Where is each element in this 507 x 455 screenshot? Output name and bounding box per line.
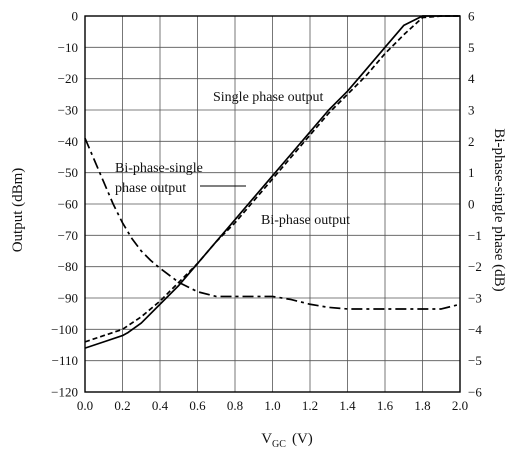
y-tick-label: −30 — [58, 103, 78, 118]
annotation-diff-line1: Bi-phase-single — [115, 161, 203, 176]
y2-tick-label: −3 — [468, 291, 482, 306]
x-axis-title-main: V — [261, 431, 272, 447]
y-tick-label: −110 — [52, 353, 78, 368]
y-tick-label: −40 — [58, 134, 78, 149]
y2-tick-label: −4 — [468, 322, 482, 337]
y2-tick-label: −5 — [468, 353, 482, 368]
y2-tick-label: 2 — [468, 134, 475, 149]
y2-tick-label: −6 — [468, 385, 482, 400]
x-tick-label: 2.0 — [452, 398, 468, 413]
y2-tick-label: 5 — [468, 40, 475, 55]
plot-frame — [84, 15, 461, 393]
y-tick-label: 0 — [72, 9, 79, 24]
y2-tick-label: 6 — [468, 9, 475, 24]
y2-tick-label: 3 — [468, 103, 475, 118]
series-line-bi-phase — [84, 15, 460, 343]
x-tick-label: 0.4 — [152, 398, 169, 413]
y-tick-label: −50 — [58, 165, 78, 180]
x-tick-label: 1.4 — [339, 398, 356, 413]
x-axis-title-unit: (V) — [292, 431, 313, 447]
annotation-single-phase: Single phase output — [213, 90, 324, 105]
y-tick-label: −80 — [58, 259, 78, 274]
y2-tick-label: 4 — [468, 71, 475, 86]
x-tick-label: 1.0 — [264, 398, 280, 413]
x-tick-label: 1.2 — [302, 398, 318, 413]
y2-tick-label: 0 — [468, 197, 475, 212]
series-line-single-phase — [84, 15, 460, 349]
x-tick-label: 0.0 — [77, 398, 93, 413]
tick-labels: 0.0 0.2 0.4 0.6 0.8 1.0 1.2 1.4 1.6 1.8 2.00−10−20… — [51, 9, 482, 414]
x-tick-label: 0.2 — [114, 398, 130, 413]
x-axis-title-sub: GC — [272, 439, 286, 450]
annotation-bi-phase: Bi-phase output — [261, 213, 350, 228]
y2-axis-title: Bi-phase-single phase (dB) — [491, 128, 507, 291]
y-tick-label: −70 — [58, 228, 78, 243]
y-tick-label: −60 — [58, 197, 78, 212]
y-tick-label: −10 — [58, 40, 78, 55]
y-tick-label: −90 — [58, 291, 78, 306]
y-tick-label: −120 — [51, 385, 78, 400]
x-tick-label: 1.6 — [377, 398, 394, 413]
y-tick-label: −20 — [58, 71, 78, 86]
y-axis-title: Output (dBm) — [10, 168, 26, 253]
grid — [85, 16, 460, 392]
x-tick-label: 0.8 — [227, 398, 243, 413]
y-tick-label: −100 — [51, 322, 78, 337]
series-layer — [84, 15, 461, 349]
x-tick-label: 0.6 — [189, 398, 206, 413]
y2-tick-label: 1 — [468, 165, 475, 180]
y2-tick-label: −2 — [468, 259, 482, 274]
annotation-diff-line2: phase output — [115, 181, 186, 196]
y2-tick-label: −1 — [468, 228, 482, 243]
x-axis-title: VGC (V) — [261, 431, 313, 450]
x-tick-label: 1.8 — [414, 398, 430, 413]
series-line-bi-minus-single — [84, 137, 461, 310]
